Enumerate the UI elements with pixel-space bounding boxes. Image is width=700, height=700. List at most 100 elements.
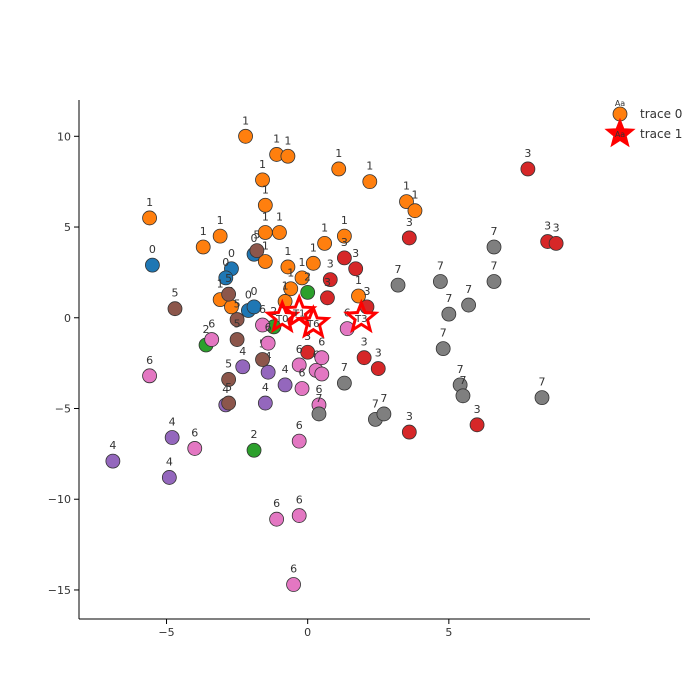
data-point[interactable]: 1	[280, 245, 296, 275]
data-point-marker[interactable]	[269, 511, 285, 527]
data-point[interactable]: 6	[255, 303, 270, 333]
data-point-marker[interactable]	[235, 359, 251, 375]
data-point-marker[interactable]	[280, 259, 296, 275]
data-point[interactable]: 2	[300, 270, 316, 300]
data-point-marker[interactable]	[291, 508, 307, 523]
data-point-marker[interactable]	[362, 174, 378, 190]
data-point-marker[interactable]	[336, 228, 352, 244]
data-point[interactable]: 4	[257, 381, 273, 411]
data-point[interactable]: 1	[362, 160, 378, 190]
data-point[interactable]: 5	[221, 381, 237, 411]
data-point-marker[interactable]	[246, 442, 262, 458]
data-point[interactable]: 3	[401, 216, 417, 246]
data-point[interactable]: 7	[435, 327, 451, 357]
data-point-marker[interactable]	[294, 381, 310, 396]
data-point[interactable]: 0	[218, 256, 234, 286]
data-point[interactable]: 7	[441, 292, 457, 322]
data-point-marker[interactable]	[322, 272, 338, 288]
legend-item-trace-0[interactable]: Aa trace 0	[612, 99, 682, 122]
data-point-marker[interactable]	[399, 194, 414, 210]
data-point-marker[interactable]	[291, 357, 307, 373]
data-point-marker[interactable]	[356, 350, 372, 366]
data-point[interactable]: 6	[142, 354, 157, 384]
data-point-marker[interactable]	[300, 284, 316, 300]
data-point[interactable]: 3	[336, 236, 352, 266]
legend[interactable]: Aa trace 0 Aa trace 1	[604, 99, 683, 148]
data-point-marker[interactable]	[164, 430, 180, 445]
data-point-marker[interactable]	[432, 274, 448, 289]
data-point[interactable]: 6	[269, 497, 285, 527]
data-point[interactable]: 0	[246, 285, 262, 315]
data-point-marker[interactable]	[167, 301, 183, 317]
data-point[interactable]: 7	[390, 263, 406, 293]
data-point-marker[interactable]	[435, 341, 451, 357]
data-point-marker[interactable]	[314, 350, 330, 366]
data-point-marker[interactable]	[469, 417, 485, 433]
data-point[interactable]: 7	[486, 259, 502, 289]
data-point[interactable]: 6	[260, 321, 276, 351]
data-point[interactable]: 6	[291, 419, 307, 449]
data-point[interactable]: 1	[272, 210, 287, 240]
data-point[interactable]: 6	[187, 426, 203, 456]
star-marker[interactable]	[295, 304, 332, 339]
data-point-marker[interactable]	[249, 243, 265, 259]
data-point-marker[interactable]	[314, 366, 330, 382]
data-point[interactable]: 4	[105, 439, 121, 469]
data-point-marker[interactable]	[294, 270, 310, 286]
data-point[interactable]: 7	[534, 376, 550, 406]
data-point[interactable]: 6	[204, 318, 220, 347]
data-point[interactable]: 5	[229, 318, 245, 347]
data-point-marker[interactable]	[520, 161, 536, 177]
data-point-marker[interactable]	[257, 225, 273, 240]
data-point[interactable]: 6	[291, 494, 307, 523]
data-point-marker[interactable]	[441, 306, 457, 322]
data-point[interactable]: 5	[221, 272, 237, 302]
data-point-marker[interactable]	[212, 228, 228, 244]
data-point[interactable]: 1	[351, 274, 366, 304]
data-point-marker[interactable]	[283, 281, 299, 297]
data-point[interactable]: 7	[455, 374, 471, 404]
data-point[interactable]: 4	[161, 455, 177, 485]
data-point-marker[interactable]	[280, 148, 296, 164]
data-point-marker[interactable]	[401, 424, 417, 440]
data-point[interactable]: 1	[336, 214, 352, 244]
data-point[interactable]: 1	[317, 221, 333, 251]
data-point-marker[interactable]	[486, 239, 502, 255]
data-point-marker[interactable]	[255, 317, 270, 333]
data-point[interactable]: 3	[322, 258, 338, 288]
data-point-marker[interactable]	[218, 270, 234, 286]
data-point[interactable]: 1	[283, 267, 299, 297]
data-point-marker[interactable]	[246, 299, 262, 315]
data-point-marker[interactable]	[142, 210, 157, 226]
data-point-marker[interactable]	[401, 230, 417, 246]
data-point[interactable]: 3	[469, 403, 485, 433]
data-point[interactable]: 3	[356, 336, 372, 366]
data-point-marker[interactable]	[320, 290, 335, 306]
data-point-marker[interactable]	[260, 364, 276, 380]
data-point[interactable]: 7	[486, 225, 502, 255]
data-point[interactable]: 7	[311, 392, 327, 422]
data-point-marker[interactable]	[229, 312, 245, 327]
data-point[interactable]: 1	[280, 134, 296, 164]
data-point[interactable]: 3	[320, 276, 335, 306]
data-point[interactable]: 6	[286, 563, 301, 592]
data-point-marker[interactable]	[486, 274, 502, 289]
data-point[interactable]: 7	[432, 259, 448, 289]
data-point-marker[interactable]	[390, 277, 406, 293]
data-point-marker[interactable]	[255, 172, 270, 188]
data-point[interactable]: 1	[142, 196, 157, 226]
data-point-marker[interactable]	[255, 352, 270, 367]
data-point[interactable]: 7	[336, 361, 352, 391]
data-point[interactable]: 3	[370, 347, 386, 376]
data-point[interactable]: 1	[238, 114, 253, 144]
data-point[interactable]: 1	[212, 214, 228, 244]
data-point[interactable]: 1	[399, 180, 414, 210]
data-point[interactable]: 1	[257, 210, 273, 240]
data-point-marker[interactable]	[336, 250, 352, 266]
data-point[interactable]: 5	[249, 229, 265, 259]
data-point-marker[interactable]	[221, 372, 237, 387]
data-point-marker[interactable]	[455, 388, 471, 404]
data-point[interactable]: 4	[277, 363, 293, 393]
data-point[interactable]: 6	[291, 343, 307, 373]
data-point[interactable]: 5	[167, 287, 183, 317]
